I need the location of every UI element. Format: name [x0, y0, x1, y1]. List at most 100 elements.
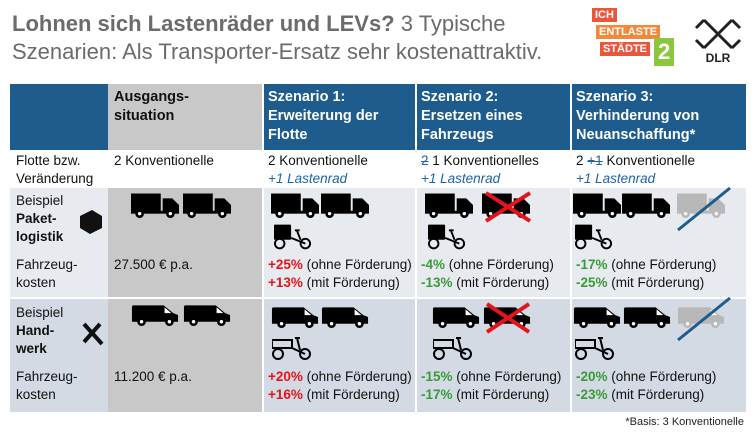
- cell: 11.200 € p.a.: [114, 369, 192, 384]
- cost-line: -4% (ohne Förderung): [421, 256, 554, 274]
- column-divider: [570, 84, 572, 412]
- cost-cell: +25% (ohne Förderung) +13% (mit Förderung…: [268, 256, 412, 292]
- cost-line: -23% (mit Förderung): [576, 386, 716, 404]
- header-line: Fahrzeugs: [421, 127, 494, 143]
- cost-text: (mit Förderung): [456, 275, 550, 290]
- cost-value: -15%: [421, 369, 453, 384]
- label-line: Fahrzeug-: [16, 369, 78, 384]
- cell: 2 +1 Konventionelle +1 Lastenrad: [576, 152, 695, 188]
- cell-text: Konventionelle: [606, 153, 696, 168]
- label-line: Beispiel: [16, 305, 64, 320]
- struck: +1: [587, 153, 603, 168]
- cost-value: +20%: [268, 369, 303, 384]
- cell: 27.500 € p.a.: [114, 257, 193, 272]
- label-line: logistik: [16, 229, 64, 244]
- cost-cell: -15% (ohne Förderung) -17% (mit Förderung…: [421, 368, 561, 404]
- cost-text: (ohne Förderung): [456, 369, 562, 384]
- label-line: Hand-: [16, 323, 55, 338]
- cost-text: (mit Förderung): [306, 275, 400, 290]
- cost-line: +13% (mit Förderung): [268, 274, 412, 292]
- cell-line: 2 Konventionelle: [268, 153, 368, 168]
- cost-value: -13%: [421, 275, 453, 290]
- dlr-logo: DLR: [694, 18, 742, 65]
- cost-line: -17% (mit Förderung): [421, 386, 561, 404]
- cost-value: +25%: [268, 257, 303, 272]
- cost-cell: -20% (ohne Förderung) -23% (mit Förderung…: [576, 368, 716, 404]
- cost-text: (ohne Förderung): [611, 257, 717, 272]
- craft-icons: [82, 296, 731, 360]
- logo-number: 2: [654, 38, 675, 66]
- cost-text: (ohne Förderung): [611, 369, 717, 384]
- struck: 2: [421, 153, 429, 168]
- cost-line: +25% (ohne Förderung): [268, 256, 412, 274]
- cost-text: (mit Förderung): [611, 387, 705, 402]
- logo-line: ENTLASTE: [596, 25, 661, 39]
- cell-text: 2: [576, 153, 584, 168]
- cost-text: (ohne Förderung): [448, 257, 554, 272]
- column-header: Szenario 2: Ersetzen eines Fahrzeugs: [421, 88, 523, 145]
- logo-line: STÄDTE: [600, 42, 650, 56]
- header-line: Flotte: [268, 127, 308, 143]
- cell-line: +1 Lastenrad: [421, 171, 501, 186]
- label-line: Beispiel: [16, 193, 64, 208]
- cost-value: -17%: [421, 387, 453, 402]
- cost-text: (mit Förderung): [456, 387, 550, 402]
- dlr-text: DLR: [706, 51, 731, 65]
- cost-value: +16%: [268, 387, 303, 402]
- column-header: Szenario 1: Erweiterung der Flotte: [268, 88, 378, 145]
- logo-stadt: ICH ENTLASTE STÄDTE 2: [592, 8, 682, 70]
- title-bold: Lohnen sich Lastenräder und LEVs?: [12, 11, 395, 36]
- footnote: *Basis: 3 Konventionelle: [625, 416, 744, 428]
- cost-value: -25%: [576, 275, 608, 290]
- header-line: Szenario 3:: [576, 89, 654, 105]
- header-line: Neuanschaffung*: [576, 127, 696, 143]
- label-line: kosten: [16, 275, 56, 290]
- header-cell: [108, 84, 262, 150]
- header-line: Ersetzen eines: [421, 108, 523, 124]
- cell: 2 Konventionelle +1 Lastenrad: [268, 152, 368, 188]
- cost-value: -17%: [576, 257, 608, 272]
- row-label: Fahrzeug-kosten: [16, 256, 78, 292]
- cell: 2 1 Konventionelles +1 Lastenrad: [421, 152, 539, 188]
- header-line: Szenario 2:: [421, 89, 499, 105]
- cost-line: -13% (mit Förderung): [421, 274, 554, 292]
- row-label: Beispiel Hand-werk: [16, 304, 63, 358]
- cost-line: -15% (ohne Förderung): [421, 368, 561, 386]
- label-line: Paket-: [16, 211, 57, 226]
- row-label: Flotte bzw. Veränderung: [16, 152, 93, 188]
- row-divider: [10, 187, 746, 188]
- cost-cell: -17% (ohne Förderung) -25% (mit Förderung…: [576, 256, 716, 292]
- header-line: Erweiterung der: [268, 108, 379, 124]
- baseline-column: [108, 188, 262, 412]
- column-header: Ausgangs-situation: [114, 88, 189, 126]
- label-line: Fahrzeug-: [16, 257, 78, 272]
- header-line: Szenario 1:: [268, 89, 346, 105]
- column-divider: [262, 84, 264, 412]
- cell-line: +1 Lastenrad: [268, 171, 348, 186]
- header-line: situation: [114, 108, 175, 124]
- label-line: Flotte bzw.: [16, 153, 81, 168]
- column-header: Szenario 3: Verhinderung von Neuanschaffun…: [576, 88, 699, 145]
- cost-text: (ohne Förderung): [306, 369, 412, 384]
- cell-line: +1 Lastenrad: [576, 171, 656, 186]
- title-rest: 3 Typische Szenarien: Als Transporter-Er…: [12, 11, 543, 64]
- cost-value: -20%: [576, 369, 608, 384]
- cost-text: (mit Förderung): [611, 275, 705, 290]
- column-divider: [415, 84, 417, 412]
- cost-text: (ohne Förderung): [306, 257, 412, 272]
- cell-text: 1 Konventionelles: [432, 153, 539, 168]
- cost-cell: -4% (ohne Förderung) -13% (mit Förderung): [421, 256, 554, 292]
- logo-line: ICH: [592, 8, 617, 22]
- cost-value: -4%: [421, 257, 446, 272]
- cost-line: -17% (ohne Förderung): [576, 256, 716, 274]
- cost-cell: +20% (ohne Förderung) +16% (mit Förderung…: [268, 368, 412, 404]
- cell: 2 Konventionelle: [114, 153, 214, 168]
- cost-line: -20% (ohne Förderung): [576, 368, 716, 386]
- title: Lohnen sich Lastenräder und LEVs? 3 Typi…: [12, 10, 592, 66]
- parcel-icons: [80, 186, 731, 250]
- cost-text: (mit Förderung): [306, 387, 400, 402]
- cost-value: -23%: [576, 387, 608, 402]
- label-line: werk: [16, 341, 47, 356]
